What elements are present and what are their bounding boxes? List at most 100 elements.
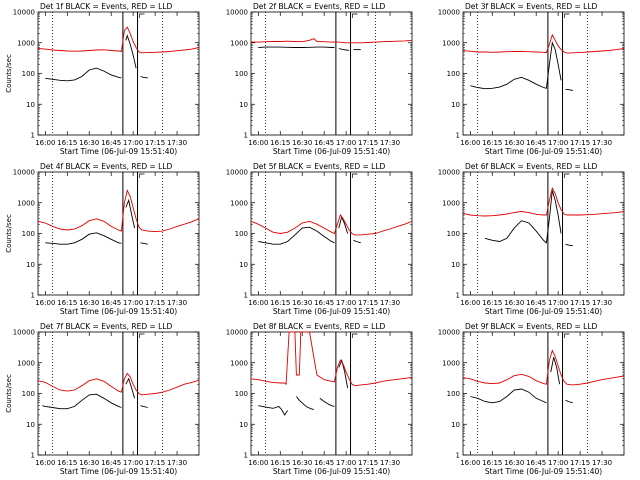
x-axis-label: Start Time (06-Jul-09 15:51:40) [485, 467, 602, 476]
x-tick-label: 17:00 [336, 459, 356, 467]
x-tick-label: 17:30 [380, 139, 400, 147]
x-tick-label: 16:45 [101, 299, 121, 307]
plot-frame [37, 11, 200, 136]
y-tick-label: 1000 [17, 199, 35, 207]
x-tick-label: 17:30 [592, 299, 612, 307]
x-tick-label: 16:15 [270, 139, 290, 147]
events-series-line [140, 76, 148, 79]
y-tick-label: 1000 [17, 39, 35, 47]
y-tick-label: 100 [235, 70, 248, 78]
y-axis-label: Counts/sec [5, 374, 13, 413]
events-series-line [338, 48, 350, 51]
events-series-line [470, 41, 562, 90]
x-tick-label: 17:00 [548, 299, 568, 307]
x-tick-label: 17:15 [145, 459, 165, 467]
y-tick-label: 10 [451, 261, 460, 269]
y-axis-label: Counts/sec [5, 214, 13, 253]
y-tick-label: 100 [447, 390, 460, 398]
x-tick-label: 16:15 [482, 299, 502, 307]
events-series-line [565, 89, 573, 91]
y-tick-label: 100 [447, 70, 460, 78]
x-axis-label: Start Time (06-Jul-09 15:51:40) [60, 147, 177, 156]
x-tick-label: 16:15 [57, 139, 77, 147]
chart-panel: Det 4f BLACK = Events, RED = LLD 1 10 100 10… [5, 162, 200, 316]
events-series-line [125, 198, 136, 229]
x-tick-label: 16:15 [270, 459, 290, 467]
x-tick-label: 17:15 [145, 139, 165, 147]
chart-title: Det 5f BLACK = Events, RED = LLD [253, 162, 386, 171]
events-series-line [319, 397, 335, 407]
y-tick-label: 100 [235, 230, 248, 238]
x-tick-label: 16:00 [35, 299, 55, 307]
chart-panel: Det 5f BLACK = Events, RED = LLD 1 10 100 10… [226, 162, 413, 316]
x-tick-label: 16:00 [248, 299, 268, 307]
x-tick-label: 17:30 [380, 459, 400, 467]
x-tick-label: 17:15 [358, 139, 378, 147]
lld-series-line [250, 214, 413, 236]
y-tick-label: 1 [244, 452, 248, 460]
y-tick-label: 1 [31, 132, 35, 140]
x-tick-label: 16:45 [526, 459, 546, 467]
plot-frame [37, 331, 200, 456]
events-series-line [296, 396, 315, 411]
y-tick-label: 1 [244, 292, 248, 300]
events-series-line [565, 399, 573, 404]
x-tick-label: 17:00 [123, 299, 143, 307]
x-tick-label: 16:00 [248, 459, 268, 467]
events-series-line [125, 34, 137, 69]
chart-title: Det 7f BLACK = Events, RED = LLD [40, 322, 173, 331]
y-tick-label: 10000 [438, 9, 460, 17]
marker-flag [139, 173, 145, 178]
chart-title: Det 4f BLACK = Events, RED = LLD [40, 162, 173, 171]
plot-frame [462, 11, 625, 136]
x-tick-label: 17:15 [570, 139, 590, 147]
y-tick-label: 10000 [13, 9, 35, 17]
chart-panel: Det 2f BLACK = Events, RED = LLD 1 10 100 10… [226, 2, 413, 156]
chart-title: Det 9f BLACK = Events, RED = LLD [465, 322, 598, 331]
marker-flag [564, 333, 570, 338]
marker-flag [352, 13, 358, 18]
x-tick-label: 16:45 [101, 139, 121, 147]
y-tick-label: 1 [456, 292, 460, 300]
chart-panel: Det 8f BLACK = Events, RED = LLD 1 10 100 10… [226, 322, 413, 476]
chart-title: Det 8f BLACK = Events, RED = LLD [253, 322, 386, 331]
y-tick-label: 1000 [230, 39, 248, 47]
x-tick-label: 16:00 [460, 459, 480, 467]
marker-flag [352, 173, 358, 178]
events-series-line [470, 388, 547, 404]
x-tick-label: 17:15 [358, 459, 378, 467]
y-tick-label: 10 [239, 421, 248, 429]
events-series-line [42, 393, 122, 410]
x-tick-label: 17:15 [145, 299, 165, 307]
x-tick-label: 17:15 [358, 299, 378, 307]
lld-series-line [250, 331, 413, 387]
y-tick-label: 10000 [226, 329, 248, 337]
y-tick-label: 1000 [442, 39, 460, 47]
lld-series-line [37, 26, 200, 54]
x-tick-label: 17:00 [123, 139, 143, 147]
y-tick-label: 1000 [442, 199, 460, 207]
y-tick-label: 10 [26, 261, 35, 269]
plot-frame [250, 11, 413, 136]
y-tick-label: 100 [22, 390, 35, 398]
plot-frame [37, 171, 200, 296]
events-series-line [258, 405, 288, 416]
lld-series-line [462, 349, 625, 386]
x-tick-label: 16:30 [79, 459, 99, 467]
x-axis-label: Start Time (06-Jul-09 15:51:40) [273, 147, 390, 156]
events-series-line [45, 67, 122, 82]
y-tick-label: 1000 [230, 359, 248, 367]
y-tick-label: 100 [22, 70, 35, 78]
events-series-line [338, 358, 349, 389]
events-series-line [550, 357, 561, 385]
x-tick-label: 16:00 [248, 139, 268, 147]
events-series-line [140, 405, 148, 408]
x-axis-label: Start Time (06-Jul-09 15:51:40) [60, 467, 177, 476]
y-tick-label: 1 [456, 132, 460, 140]
x-tick-label: 17:30 [167, 139, 187, 147]
x-axis-label: Start Time (06-Jul-09 15:51:40) [273, 307, 390, 316]
x-tick-label: 16:45 [101, 459, 121, 467]
y-tick-label: 1 [31, 452, 35, 460]
x-tick-label: 16:15 [57, 459, 77, 467]
